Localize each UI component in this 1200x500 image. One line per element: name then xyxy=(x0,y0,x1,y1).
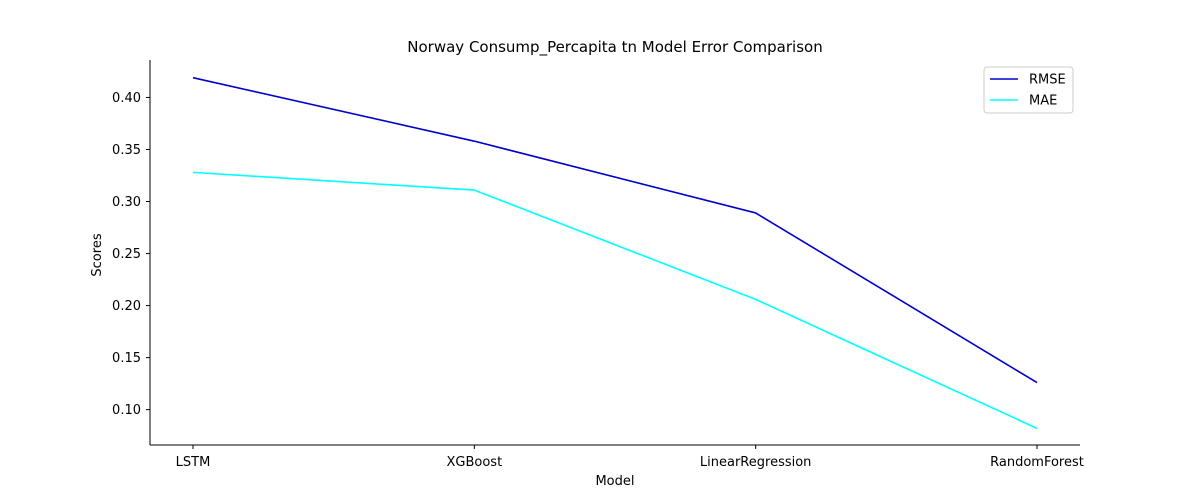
x-axis-label: Model xyxy=(595,474,634,489)
x-ticks: LSTM XGBoost LinearRegression RandomForest xyxy=(176,445,1084,470)
x-tick-label: LSTM xyxy=(176,455,211,470)
y-tick-label: 0.30 xyxy=(112,195,141,210)
series-lines xyxy=(192,76,1038,430)
legend: RMSE MAE xyxy=(983,66,1074,114)
legend-label: RMSE xyxy=(1029,73,1066,88)
chart-title: Norway Consump_Percapita tn Model Error … xyxy=(407,38,822,57)
x-tick-label: XGBoost xyxy=(446,455,502,470)
y-ticks: 0.10 0.15 0.20 0.25 0.30 0.35 0.40 xyxy=(112,91,150,418)
y-tick-label: 0.15 xyxy=(112,351,141,366)
x-tick-label: LinearRegression xyxy=(700,455,812,470)
y-tick-label: 0.10 xyxy=(112,403,141,418)
y-tick-label: 0.20 xyxy=(112,299,141,314)
legend-label: MAE xyxy=(1029,94,1057,109)
x-tick-label: RandomForest xyxy=(990,455,1084,470)
series-line-mae xyxy=(192,171,1038,430)
legend-items: RMSE MAE xyxy=(990,73,1066,109)
y-tick-label: 0.35 xyxy=(112,143,141,158)
series-line-rmse xyxy=(192,76,1038,384)
y-tick-label: 0.25 xyxy=(112,247,141,262)
y-axis-label: Scores xyxy=(90,233,105,276)
y-tick-label: 0.40 xyxy=(112,91,141,106)
plot-area: 0.10 0.15 0.20 0.25 0.30 0.35 0.40 LSTM XGBoost… xyxy=(112,60,1084,470)
